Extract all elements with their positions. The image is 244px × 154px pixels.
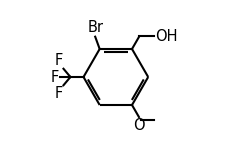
Text: F: F xyxy=(54,86,63,101)
Text: OH: OH xyxy=(155,29,178,44)
Text: F: F xyxy=(50,69,58,85)
Text: Br: Br xyxy=(87,20,103,35)
Text: O: O xyxy=(133,118,145,133)
Text: F: F xyxy=(54,53,63,68)
